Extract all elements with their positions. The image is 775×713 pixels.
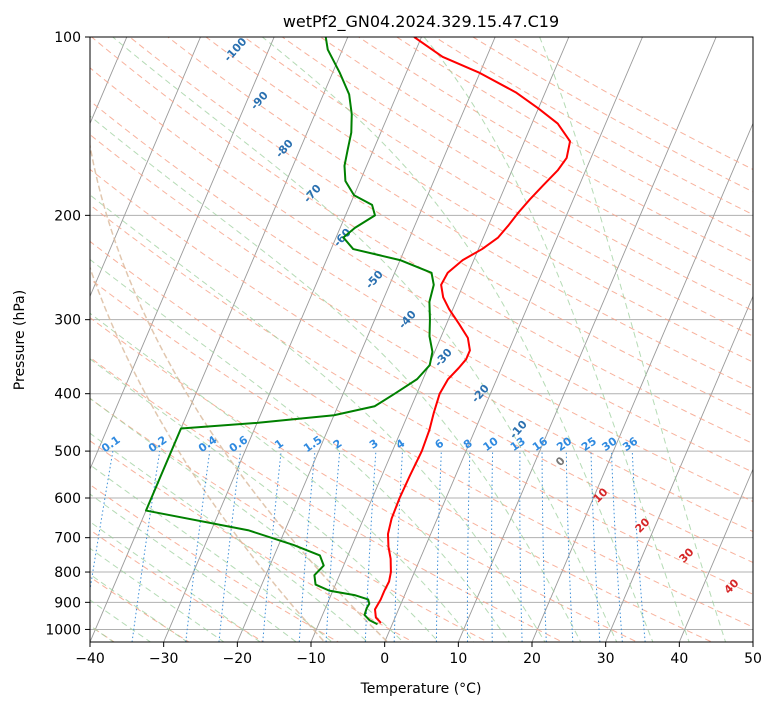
isotherm-line <box>163 37 422 642</box>
y-tick-label: 700 <box>54 531 81 547</box>
isotherm-line <box>605 295 753 642</box>
y-tick-label: 500 <box>54 444 81 460</box>
mixing-ratio-line <box>610 451 623 642</box>
mixing-ratio-line <box>364 451 377 642</box>
moist-adiabat-line <box>90 464 333 642</box>
mixing-ratio-line <box>435 451 442 642</box>
isotherm-line <box>678 467 753 642</box>
isotherm-line <box>531 122 753 642</box>
mixing-ratio-line <box>262 451 282 642</box>
moist-adiabat-line <box>90 521 262 642</box>
y-tick-label: 600 <box>54 491 81 507</box>
y-tick-label: 300 <box>54 313 81 329</box>
mixing-ratio-line <box>185 451 211 642</box>
mixing-ratio-line <box>519 451 523 642</box>
isotherm-line <box>384 37 643 642</box>
moist-adiabat-line <box>90 194 546 642</box>
reference-arc-line <box>90 265 326 642</box>
dry-adiabat-line <box>510 37 753 171</box>
dry-adiabat-line <box>90 356 564 642</box>
mixing-ratio-line <box>590 451 601 642</box>
dry-adiabat-line <box>90 168 753 564</box>
x-tick-label: 10 <box>449 651 467 667</box>
temperature-profile-line <box>373 37 572 624</box>
dry-adiabat-line <box>90 484 340 642</box>
dry-adiabat-line <box>90 37 753 445</box>
dry-adiabat-line <box>205 37 753 363</box>
dry-adiabat-line <box>128 37 753 417</box>
axes: −40 −30 −20 −10 0 10 20 30 40 50 1000 900 800 700 600 5… <box>45 30 762 667</box>
y-tick-label: 900 <box>54 595 81 611</box>
x-tick-label: 30 <box>597 651 615 667</box>
mixing-ratio-line <box>541 451 547 642</box>
dewpoint-profile-line <box>145 37 435 626</box>
isotherm-line <box>90 37 201 298</box>
mixing-ratio-line <box>298 451 316 642</box>
dry-adiabat-line <box>90 67 753 473</box>
mixing-ratio-line <box>218 451 242 642</box>
moist-adiabat-line <box>90 358 440 642</box>
moist-adiabat-line <box>111 37 618 642</box>
y-tick-label: 400 <box>54 387 81 403</box>
x-tick-label: 50 <box>744 651 762 667</box>
isotherm-line <box>90 37 349 642</box>
x-tick-label: 40 <box>670 651 688 667</box>
isotherm-line <box>90 37 275 471</box>
dry-adiabat-line <box>433 37 753 216</box>
moist-adiabat-line <box>90 115 582 642</box>
y-axis-title: Pressure (hPa) <box>12 290 28 390</box>
axes-frame <box>89 36 754 643</box>
x-tick-label: −40 <box>75 651 105 667</box>
mixing-ratio-line <box>491 451 494 642</box>
moist-adiabat-line <box>90 547 225 642</box>
mixing-ratio-line <box>131 451 161 642</box>
x-tick-label: −30 <box>149 651 179 667</box>
plot-frame <box>89 36 754 643</box>
y-tick-label: 200 <box>54 208 81 224</box>
chart-title: wetPf2_GN04.2024.329.15.47.C19 <box>283 12 559 32</box>
mixing-ratio-line <box>466 451 471 642</box>
y-tick-label: 100 <box>54 30 81 46</box>
moist-adiabat-line <box>423 37 690 642</box>
isotherm-line <box>310 37 570 642</box>
mixing-ratio-line <box>565 451 574 642</box>
moist-adiabat-line <box>539 37 727 642</box>
x-tick-label: 0 <box>380 651 389 667</box>
dry-adiabat-line <box>90 440 414 642</box>
y-tick-label: 800 <box>54 565 81 581</box>
moist-adiabat-line <box>90 312 475 642</box>
mixing-ratio-line <box>631 451 646 642</box>
dry-adiabat-line <box>167 37 753 390</box>
mixing-ratio-line <box>325 451 341 642</box>
x-axis-title: Temperature (°C) <box>360 681 482 697</box>
y-tick-label: 1000 <box>45 622 81 638</box>
isotherm-line <box>457 37 717 642</box>
x-tick-label: −20 <box>223 651 253 667</box>
x-tick-label: −10 <box>296 651 326 667</box>
reference-arc-line <box>90 141 389 642</box>
x-tick-label: 20 <box>523 651 541 667</box>
dry-adiabat-line <box>472 37 753 193</box>
dry-adiabat-line <box>90 278 713 642</box>
dry-adiabat-line <box>90 317 639 642</box>
